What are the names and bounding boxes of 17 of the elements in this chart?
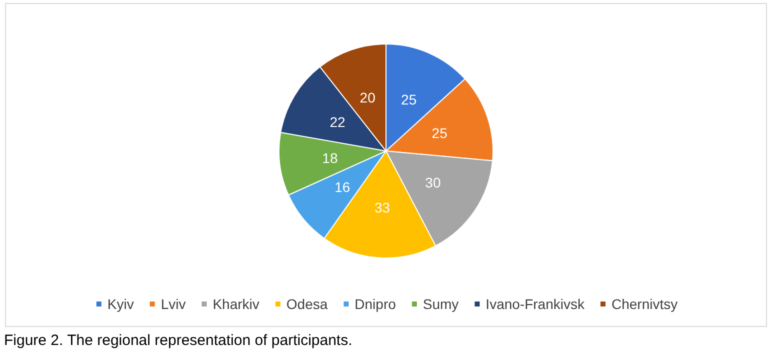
data-label: 22 bbox=[330, 114, 346, 130]
data-label: 16 bbox=[334, 178, 350, 195]
legend-label: Odesa bbox=[286, 296, 328, 312]
data-label: 18 bbox=[322, 150, 338, 166]
data-label: 20 bbox=[360, 90, 376, 106]
legend-label: Kharkiv bbox=[212, 296, 260, 312]
legend-label: Ivano-Frankivsk bbox=[486, 296, 586, 312]
data-label: 25 bbox=[401, 91, 417, 108]
caption: Figure 2. The regional representation of participants. bbox=[4, 332, 352, 349]
legend-label: Sumy bbox=[422, 296, 459, 312]
legend-label: Kyiv bbox=[107, 296, 134, 312]
data-label: 33 bbox=[374, 199, 390, 216]
legend-label: Dnipro bbox=[354, 296, 396, 312]
legend-label: Lviv bbox=[160, 296, 186, 312]
data-label: 30 bbox=[425, 174, 441, 190]
legend-label: Chernivtsy bbox=[611, 296, 678, 312]
data-label: 25 bbox=[432, 125, 448, 142]
